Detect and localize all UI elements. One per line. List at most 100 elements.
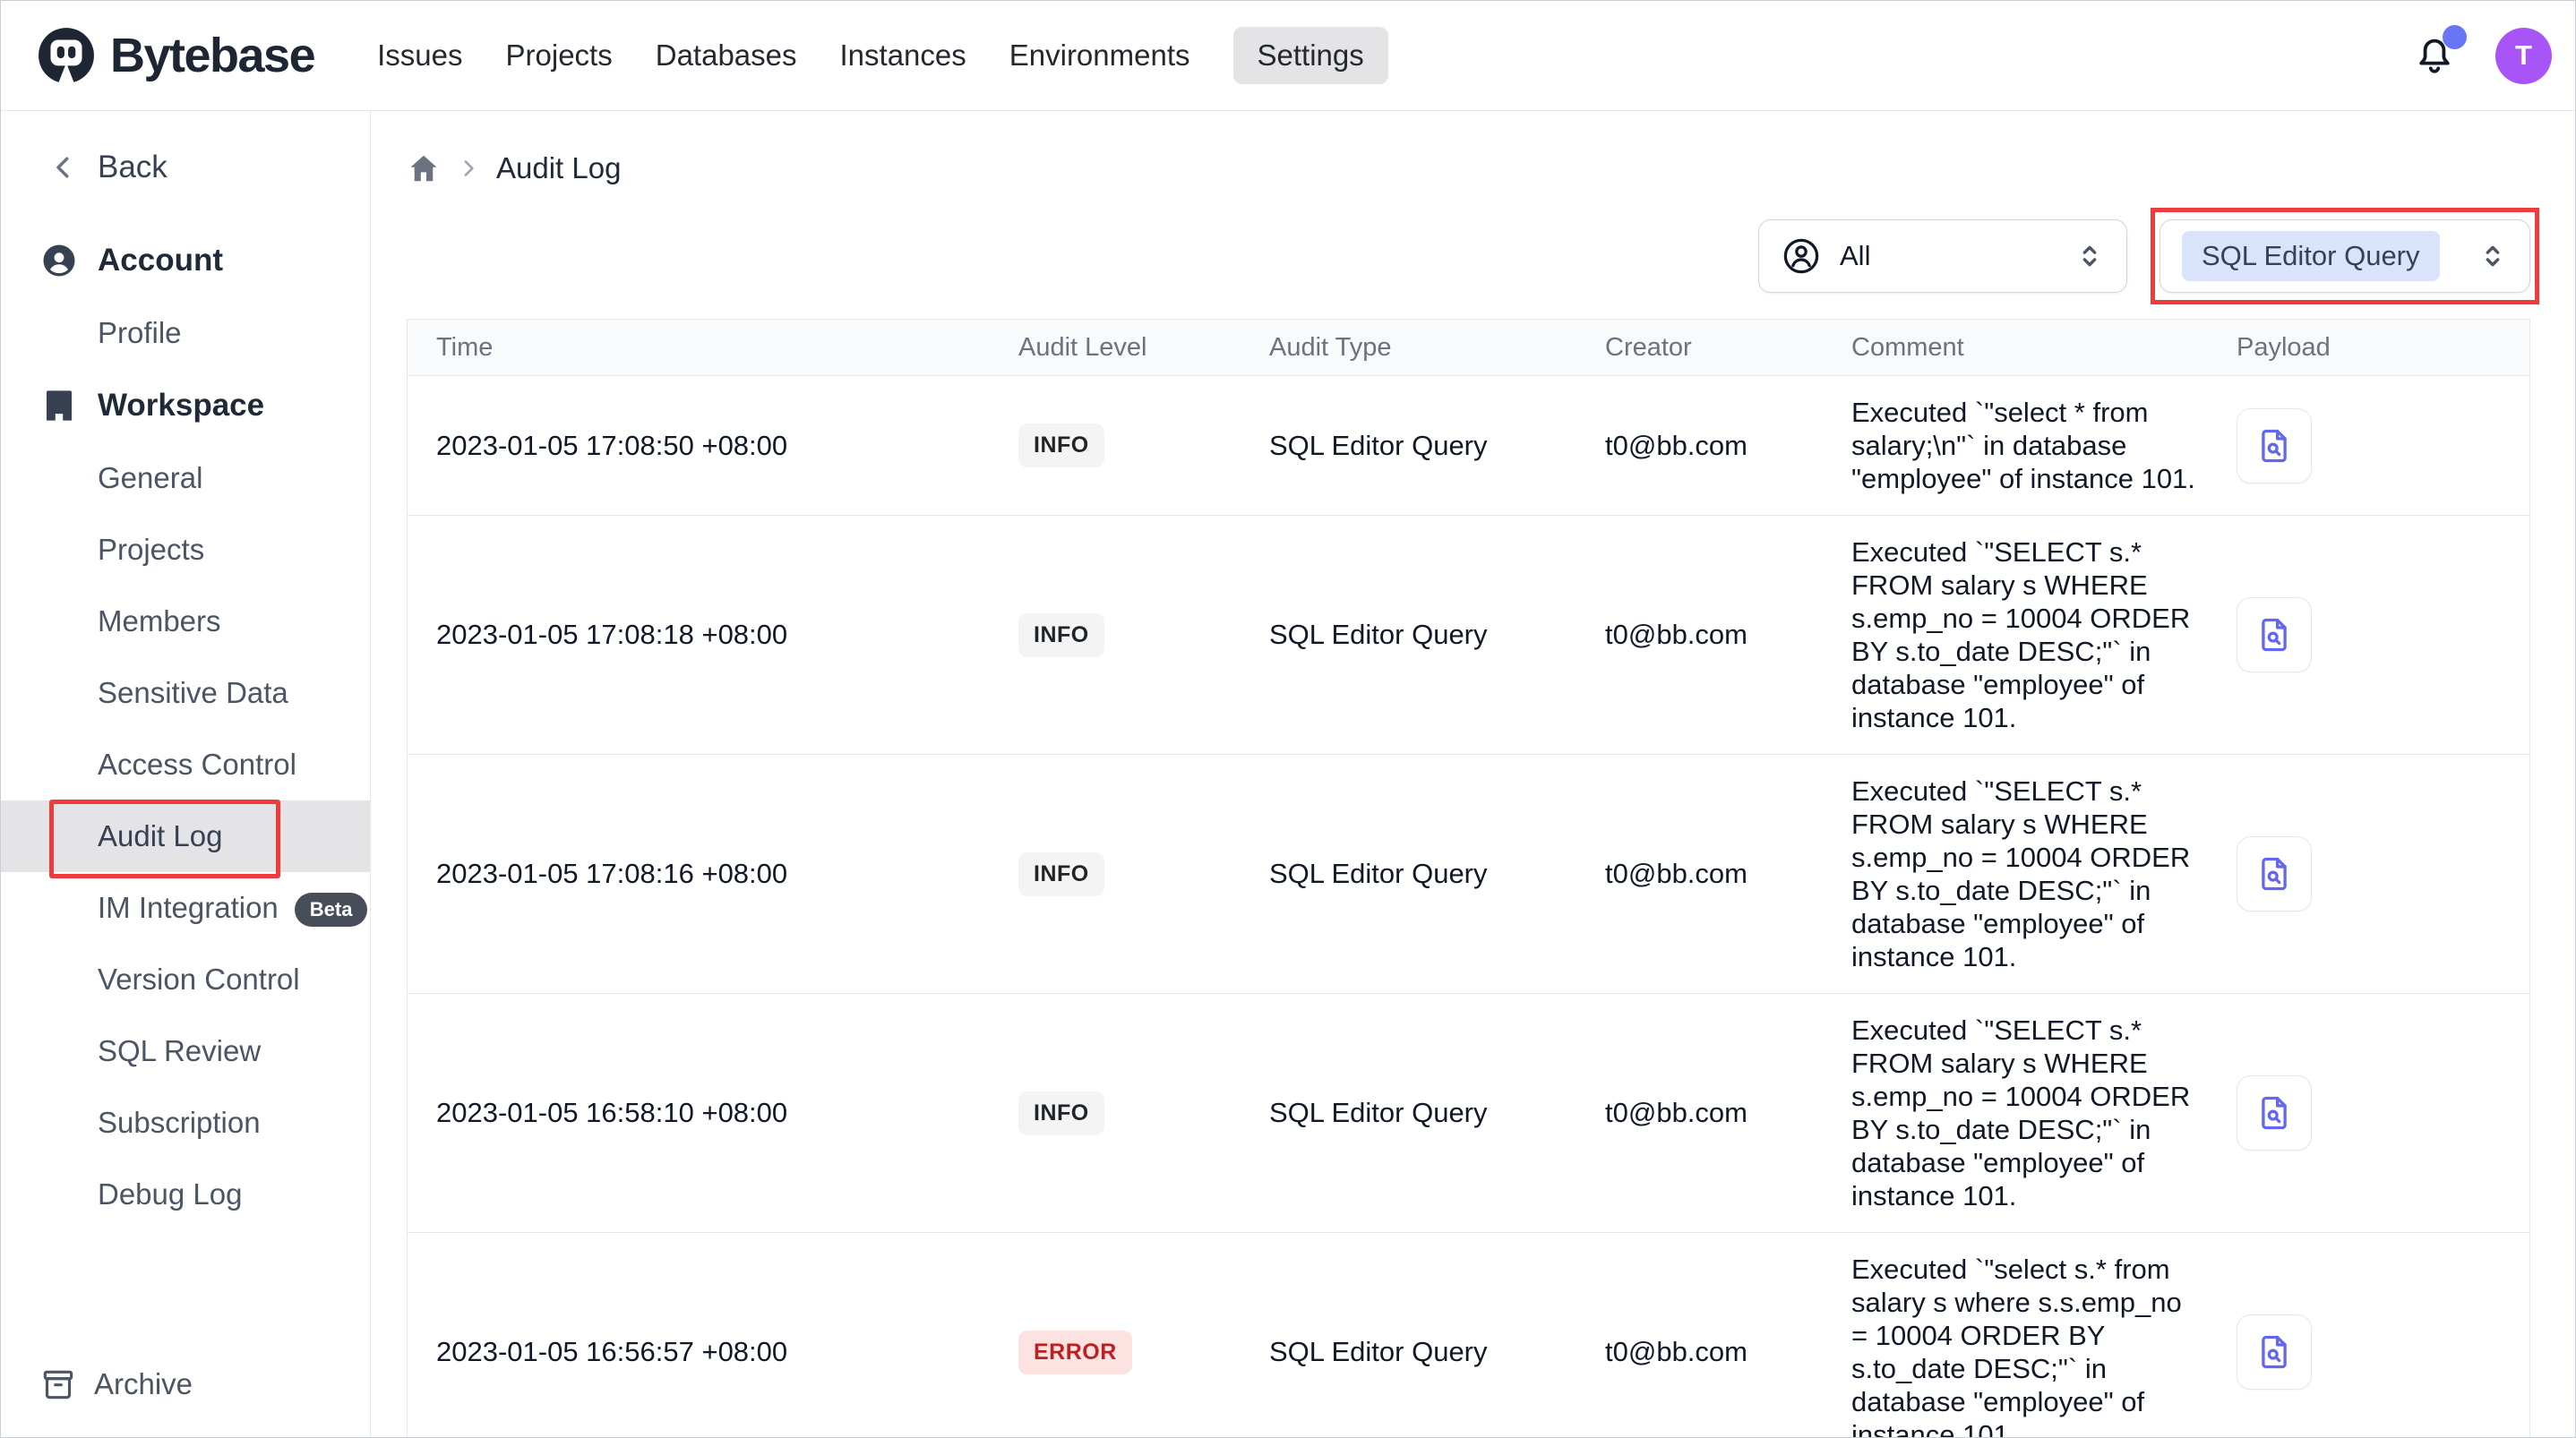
level-badge: INFO (1018, 424, 1104, 467)
cell-audit-type: SQL Editor Query (1269, 429, 1488, 461)
sidebar-item-debug-log[interactable]: Debug Log (98, 1177, 243, 1211)
file-search-icon (2262, 1335, 2287, 1369)
cell-time: 2023-01-05 17:08:18 +08:00 (436, 619, 788, 650)
beta-badge: Beta (294, 893, 368, 927)
nav-item-projects[interactable]: Projects (505, 39, 613, 72)
main-nav: Issues Projects Databases Instances Envi… (377, 27, 1388, 84)
sidebar-item-sql-review[interactable]: SQL Review (98, 1034, 262, 1067)
sidebar-item-im-integration[interactable]: IM Integration Beta (1, 872, 370, 944)
sidebar-item-version-control[interactable]: Version Control (98, 963, 300, 996)
audit-log-table: Time Audit Level Audit Type Creator Comm… (407, 319, 2530, 1438)
table-header: Time Audit Level Audit Type Creator Comm… (408, 320, 2529, 375)
section-title-workspace: Workspace (98, 388, 265, 423)
main-content: Audit Log All (371, 111, 2575, 1438)
cell-payload (2208, 578, 2529, 692)
back-label: Back (98, 150, 167, 184)
sidebar-item-sensitive-data[interactable]: Sensitive Data (98, 676, 288, 709)
file-search-icon (2262, 618, 2287, 652)
file-search-icon (2262, 429, 2287, 462)
view-payload-button[interactable] (2237, 1075, 2312, 1151)
nav-item-issues[interactable]: Issues (377, 39, 463, 72)
cell-comment: Executed `"select * from salary;\n"` in … (1851, 397, 2195, 494)
file-search-icon (2262, 1096, 2287, 1130)
cell-time: 2023-01-05 17:08:50 +08:00 (436, 429, 788, 461)
cell-audit-level: ERROR (990, 1311, 1241, 1394)
column-header-comment: Comment (1851, 332, 1964, 362)
brand-name: Bytebase (110, 29, 316, 82)
table-row: 2023-01-05 16:58:10 +08:00 INFO SQL Edit… (408, 993, 2529, 1232)
brand[interactable]: Bytebase (37, 26, 316, 85)
chevron-left-icon (56, 157, 69, 178)
selector-chevrons-icon (2074, 241, 2105, 271)
avatar[interactable]: T (2495, 27, 2552, 84)
breadcrumb: Audit Log (407, 145, 2530, 192)
nav-item-environments[interactable]: Environments (1009, 39, 1190, 72)
type-filter-annotation: SQL Editor Query (2151, 208, 2539, 304)
back-button[interactable]: Back (1, 138, 370, 197)
nav-item-instances[interactable]: Instances (839, 39, 966, 72)
home-icon[interactable] (407, 151, 441, 185)
view-payload-button[interactable] (2237, 836, 2312, 912)
file-search-icon (2262, 857, 2287, 891)
bytebase-logo-icon (37, 26, 96, 85)
section-title-account: Account (98, 243, 223, 278)
view-payload-button[interactable] (2237, 1314, 2312, 1390)
cell-creator: t0@bb.com (1605, 1336, 1747, 1367)
level-badge: ERROR (1018, 1330, 1132, 1374)
sidebar-item-members[interactable]: Members (98, 604, 221, 638)
nav-item-settings[interactable]: Settings (1232, 27, 1388, 84)
level-badge: INFO (1018, 1091, 1104, 1135)
sidebar-item-access-control[interactable]: Access Control (98, 748, 296, 781)
cell-comment: Executed `"SELECT s.* FROM salary s WHER… (1851, 775, 2191, 972)
sidebar-item-projects[interactable]: Projects (98, 533, 205, 566)
cell-payload (2208, 817, 2529, 931)
table-row: 2023-01-05 16:56:57 +08:00 ERROR SQL Edi… (408, 1232, 2529, 1438)
table-row: 2023-01-05 17:08:50 +08:00 INFO SQL Edit… (408, 375, 2529, 515)
cell-audit-type: SQL Editor Query (1269, 619, 1488, 650)
cell-audit-level: INFO (990, 594, 1241, 677)
column-header-time: Time (436, 332, 494, 362)
cell-creator: t0@bb.com (1605, 1097, 1747, 1128)
table-row: 2023-01-05 17:08:16 +08:00 INFO SQL Edit… (408, 754, 2529, 993)
sidebar-item-subscription[interactable]: Subscription (98, 1106, 261, 1139)
sidebar-section-workspace: Workspace (1, 369, 370, 442)
column-header-audit-level: Audit Level (1018, 332, 1147, 362)
cell-audit-level: INFO (990, 833, 1241, 916)
view-payload-button[interactable] (2237, 597, 2312, 672)
level-badge: INFO (1018, 612, 1104, 657)
building-icon (47, 390, 72, 421)
sidebar-item-audit-log[interactable]: Audit Log (1, 800, 370, 878)
creator-filter-select[interactable]: All (1758, 219, 2127, 293)
page-title: Audit Log (496, 151, 622, 184)
bell-icon (2419, 39, 2450, 73)
archive-box-icon (43, 1370, 73, 1399)
nav-item-databases[interactable]: Databases (655, 39, 797, 72)
navbar-right: T (2413, 25, 2552, 84)
column-header-creator: Creator (1605, 332, 1692, 362)
cell-comment: Executed `"select s.* from salary s wher… (1851, 1254, 2182, 1438)
top-navbar: Bytebase Issues Projects Databases Insta… (1, 1, 2575, 111)
cell-time: 2023-01-05 17:08:16 +08:00 (436, 858, 788, 889)
cell-audit-type: SQL Editor Query (1269, 1336, 1488, 1367)
archive-button[interactable]: Archive (1, 1366, 370, 1402)
sidebar-item-profile[interactable]: Profile (98, 316, 182, 349)
sidebar-item-im-integration-label: IM Integration (98, 891, 279, 924)
sidebar-item-general[interactable]: General (98, 461, 203, 494)
audit-type-filter-select[interactable]: SQL Editor Query (2160, 219, 2530, 293)
cell-payload (2208, 1056, 2529, 1170)
cell-payload (2208, 1295, 2529, 1409)
cell-payload (2208, 389, 2529, 503)
notification-dot (2443, 25, 2467, 49)
cell-audit-level: INFO (990, 1072, 1241, 1155)
audit-type-filter-value: SQL Editor Query (2182, 231, 2440, 281)
chevron-right-icon (455, 155, 482, 182)
cell-audit-type: SQL Editor Query (1269, 858, 1488, 889)
person-circle-icon (1781, 235, 1822, 277)
cell-time: 2023-01-05 16:58:10 +08:00 (436, 1097, 788, 1128)
sidebar-section-account: Account (1, 224, 370, 297)
archive-label: Archive (94, 1367, 193, 1400)
view-payload-button[interactable] (2237, 407, 2312, 484)
notifications-button[interactable] (2413, 25, 2467, 77)
selector-chevrons-icon (2477, 241, 2508, 271)
